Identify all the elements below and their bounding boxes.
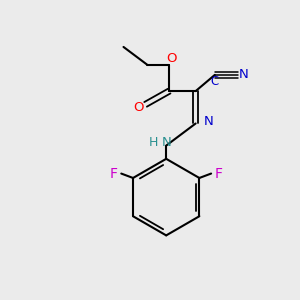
Text: N: N <box>204 115 214 128</box>
Text: O: O <box>133 101 143 114</box>
Text: H: H <box>148 136 158 149</box>
Text: F: F <box>110 167 118 181</box>
Text: N: N <box>239 68 248 81</box>
Text: C: C <box>210 75 218 88</box>
Text: O: O <box>166 52 176 64</box>
Text: F: F <box>214 167 223 181</box>
Text: N: N <box>161 136 171 149</box>
